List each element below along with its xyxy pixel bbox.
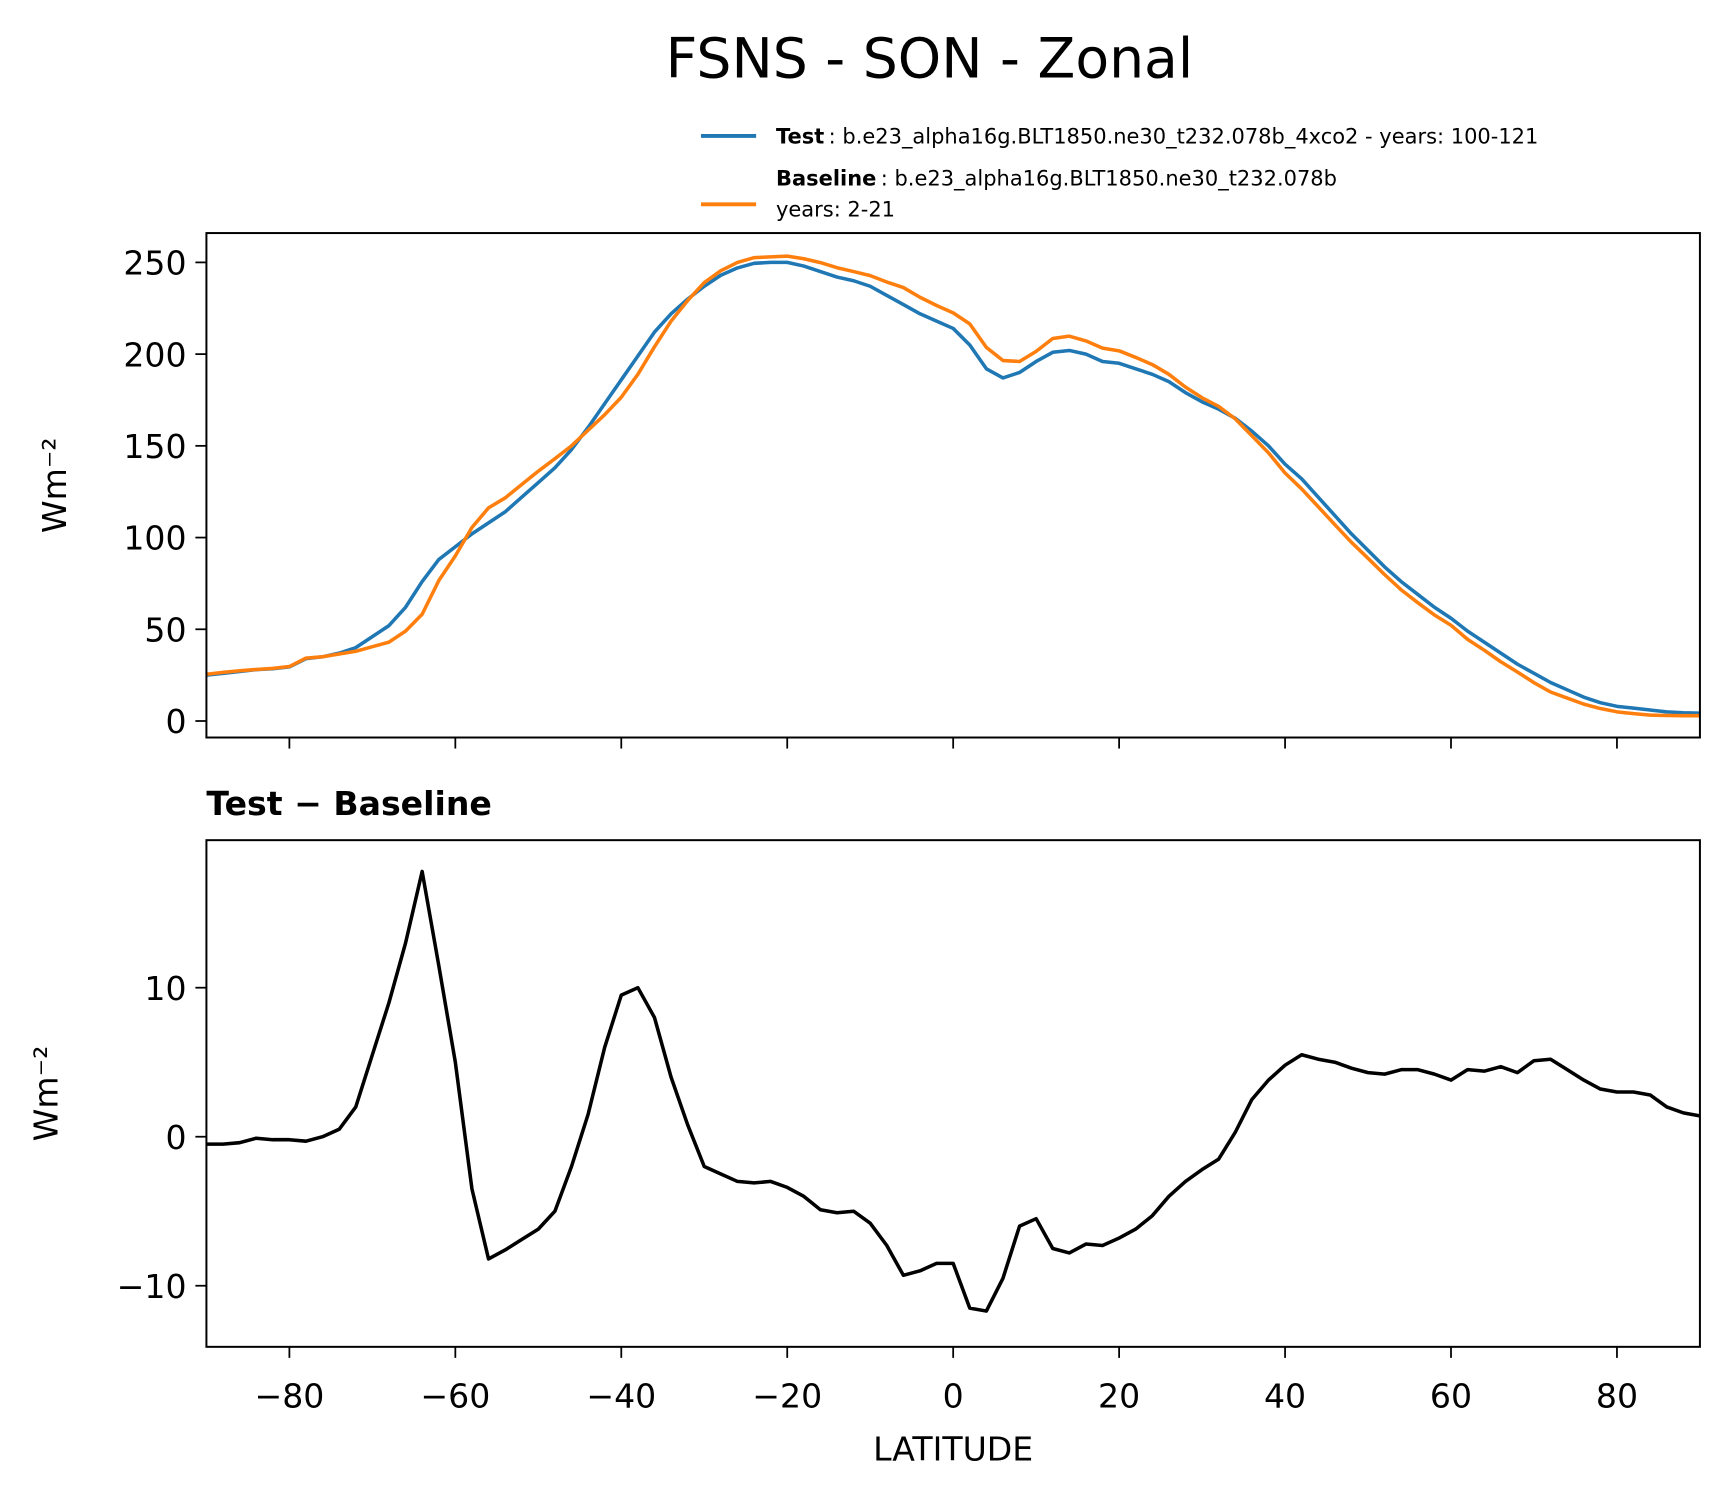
y-tick-label: 200 [123,335,186,374]
legend-text: : b.e23_alpha16g.BLT1850.ne30_t232.078b [881,167,1337,192]
data-line [206,254,1700,718]
x-tick-label: 40 [1264,1377,1306,1416]
x-tick-label: 20 [1098,1377,1140,1416]
y-tick-label: 50 [144,610,186,649]
x-tick-label: 80 [1596,1377,1638,1416]
y-tick-label: 0 [165,1118,186,1157]
y-tick-label: 250 [123,244,186,283]
axes-frame [205,839,1701,1348]
axes-frame [205,232,1701,739]
x-tick-label: −80 [254,1377,324,1416]
y-tick-label: 10 [144,969,186,1008]
y-tick-label: −10 [117,1267,187,1306]
legend-label: years: 2-21 [776,197,895,221]
legend-name: Baseline [776,167,876,191]
y-tick-label: 0 [165,702,186,741]
x-tick-label: −60 [420,1377,490,1416]
legend-text: : b.e23_alpha16g.BLT1850.ne30_t232.078b_… [829,125,1539,150]
y-tick-label: 100 [123,519,186,558]
x-tick-label: −20 [752,1377,822,1416]
data-line [206,869,1700,1313]
x-tick-label: 0 [943,1377,964,1416]
x-axis-label: LATITUDE [873,1430,1033,1469]
y-tick-label: 150 [123,427,186,466]
x-tick-label: −40 [586,1377,656,1416]
legend-label: Baseline: b.e23_alpha16g.BLT1850.ne30_t2… [776,167,1337,192]
legend-name: Test [776,125,824,149]
axes-title: Test − Baseline [206,784,491,823]
y-axis-label: Wm⁻² [35,437,74,533]
y-axis-label: Wm⁻² [26,1046,65,1142]
figure-title: FSNS - SON - Zonal [666,27,1194,91]
x-tick-label: 60 [1430,1377,1472,1416]
data-line [206,260,1700,715]
legend-label: Test: b.e23_alpha16g.BLT1850.ne30_t232.0… [776,125,1538,150]
